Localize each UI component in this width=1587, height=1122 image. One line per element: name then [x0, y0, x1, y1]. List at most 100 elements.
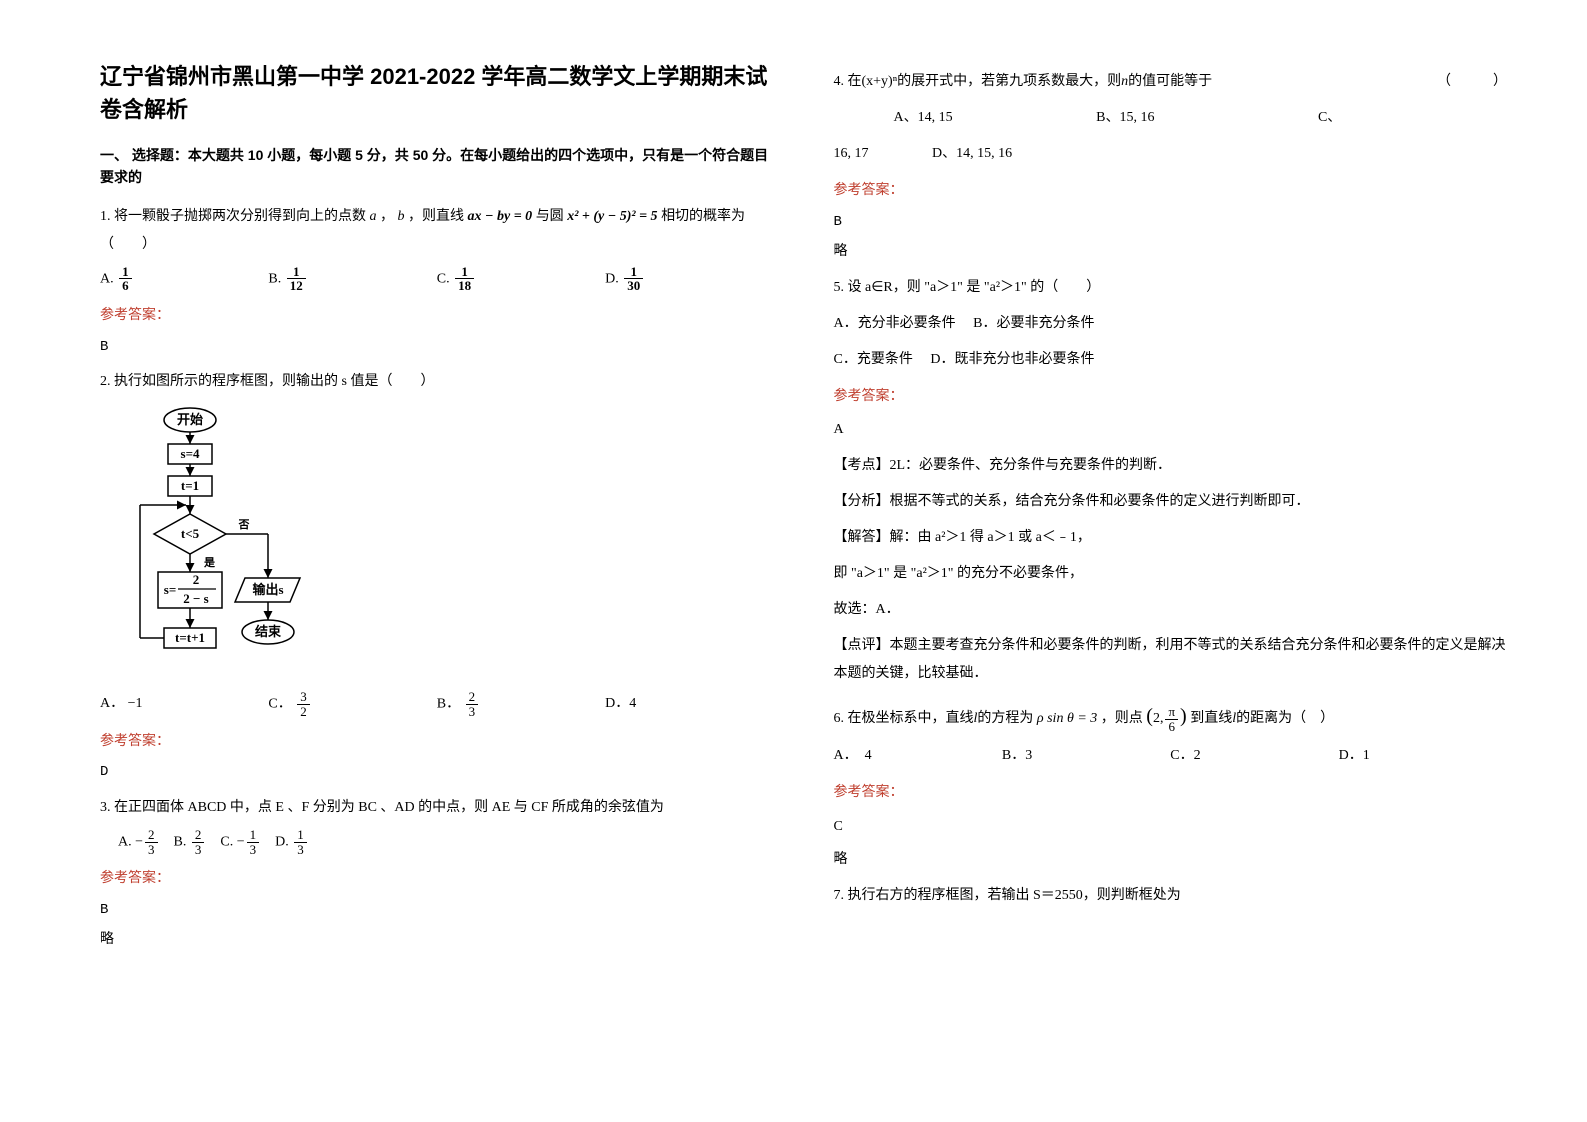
- q1-option-a: A. 1 6: [100, 265, 268, 293]
- q2-optB-frac: 2 3: [466, 690, 479, 718]
- fc-end: 结束: [255, 624, 282, 639]
- q3-optC-val: −: [237, 834, 245, 849]
- q4-options-line1: A、14, 15 B、15, 16 C、: [834, 104, 1508, 132]
- q3-stem: 3. 在正四面体 ABCD 中，点 E 、F 分别为 BC 、AD 的中点，则 …: [100, 800, 664, 815]
- q3-optB-label: B.: [174, 834, 187, 849]
- q1-optD-frac: 1 30: [624, 265, 643, 293]
- q1-option-d: D. 1 30: [605, 265, 773, 293]
- frac-den: 2: [297, 705, 310, 719]
- q1-eq2: x² + (y − 5)² = 5: [567, 209, 657, 224]
- right-column: 4. 在(x+y)ⁿ的展开式中，若第九项系数最大，则n的值可能等于 （ ） A、…: [834, 60, 1508, 958]
- q3-optB-frac: 23: [192, 828, 205, 856]
- question-3: 3. 在正四面体 ABCD 中，点 E 、F 分别为 BC 、AD 的中点，则 …: [100, 794, 774, 822]
- q2-option-a: A． −1: [100, 690, 268, 718]
- q4-paren: （ ）: [1437, 68, 1507, 96]
- q1-option-c: C. 1 18: [437, 265, 605, 293]
- q3-optD-label: D.: [275, 834, 289, 849]
- question-4: 4. 在(x+y)ⁿ的展开式中，若第九项系数最大，则n的值可能等于 （ ）: [834, 68, 1508, 96]
- q1-optB-frac: 1 12: [287, 265, 306, 293]
- fc-inc: t=t+1: [175, 630, 205, 645]
- q3-answer-label: 参考答案：: [100, 864, 774, 891]
- q6-p2: 的方程为: [977, 711, 1033, 726]
- q3-optA-label: A.: [118, 834, 132, 849]
- question-7: 7. 执行右方的程序框图，若输出 S＝2550，则判断框处为: [834, 882, 1508, 910]
- q3-optC-frac: 13: [247, 828, 260, 856]
- frac-den: 6: [1165, 720, 1178, 734]
- section-1-header: 一、 选择题：本大题共 10 小题，每小题 5 分，共 50 分。在每小题给出的…: [100, 144, 774, 189]
- frac-num: 2: [145, 828, 158, 843]
- q4-p3: 的值可能等于: [1128, 74, 1212, 89]
- q1-option-b: B. 1 12: [268, 265, 436, 293]
- q6-p1: 6. 在极坐标系中，直线: [834, 711, 974, 726]
- q5-opts-line1: A．充分非必要条件 B．必要非充分条件: [834, 310, 1508, 338]
- q6-answer-label: 参考答案：: [834, 778, 1508, 805]
- q3-optA-frac: 23: [145, 828, 158, 856]
- q2-option-c: C． 3 2: [268, 690, 436, 718]
- frac-num: 1: [119, 265, 132, 280]
- flowchart-svg: 开始 s=4 t=1 t<5 否 输出s: [130, 406, 360, 676]
- q1-options: A. 1 6 B. 1 12 C. 1 18: [100, 265, 774, 293]
- q1-optA-frac: 1 6: [119, 265, 132, 293]
- q4-answer-label: 参考答案：: [834, 176, 1508, 203]
- q2-optC-frac: 3 2: [297, 690, 310, 718]
- q3-optA-val: −: [135, 834, 143, 849]
- fc-assign-num: 2: [193, 572, 200, 587]
- question-6: 6. 在极坐标系中，直线l的方程为 ρ sin θ = 3 ，则点 (2,π6)…: [834, 696, 1508, 736]
- q2-option-b: B． 2 3: [437, 690, 605, 718]
- q1-optC-frac: 1 18: [455, 265, 474, 293]
- q4-answer: B: [834, 209, 1508, 236]
- frac-num: π: [1165, 705, 1178, 720]
- q4-note: 略: [834, 239, 1508, 266]
- q6-options: A． 4 B．3 C．2 D．1: [834, 742, 1508, 770]
- frac-num: 1: [294, 828, 307, 843]
- document-title: 辽宁省锦州市黑山第一中学 2021-2022 学年高二数学文上学期期末试卷含解析: [100, 60, 774, 126]
- q6-optA: A． 4: [834, 742, 1002, 770]
- q6-answer: C: [834, 813, 1508, 841]
- q1-answer: B: [100, 334, 774, 361]
- q2-optC-label: C．: [268, 697, 291, 712]
- fc-t: t=1: [181, 478, 199, 493]
- q4-optC: C、: [1318, 110, 1341, 125]
- q5-exp5: 故选：A．: [834, 596, 1508, 624]
- q2-optA-label: A．: [100, 696, 124, 711]
- fc-assign-lhs: s=: [164, 582, 176, 597]
- frac-num: 1: [247, 828, 260, 843]
- q1-optB-label: B.: [268, 271, 281, 286]
- q6-optD: D．1: [1339, 742, 1507, 770]
- frac-den: 3: [466, 705, 479, 719]
- left-column: 辽宁省锦州市黑山第一中学 2021-2022 学年高二数学文上学期期末试卷含解析…: [100, 60, 774, 958]
- frac-den: 3: [192, 843, 205, 857]
- q5-exp6: 【点评】本题主要考查充分条件和必要条件的判断，利用不等式的关系结合充分条件和必要…: [834, 632, 1508, 688]
- frac-den: 18: [455, 279, 474, 293]
- fc-assign-den: 2 − s: [183, 591, 208, 606]
- q1-eq1: ax − by = 0: [468, 209, 533, 224]
- flowchart-diagram: 开始 s=4 t=1 t<5 否 输出s: [130, 406, 774, 676]
- question-5: 5. 设 a∈R，则 "a＞1" 是 "a²＞1" 的（ ）: [834, 274, 1508, 302]
- q4-p1: 4. 在: [834, 74, 862, 89]
- frac-num: 3: [297, 690, 310, 705]
- frac-num: 1: [455, 265, 474, 280]
- q6-point-close: ): [1180, 705, 1187, 727]
- q6-note: 略: [834, 847, 1508, 874]
- fc-cond: t<5: [181, 526, 200, 541]
- frac-den: 6: [119, 279, 132, 293]
- q2-optA-val: −1: [128, 696, 143, 711]
- q4-optD: D、14, 15, 16: [932, 146, 1012, 161]
- frac-den: 3: [145, 843, 158, 857]
- question-1: 1. 将一颗骰子抛掷两次分别得到向上的点数 a ， b ，则直线 ax − by…: [100, 203, 774, 259]
- q4-optA: A、14, 15: [894, 110, 953, 125]
- q5-answer: A: [834, 416, 1508, 444]
- q3-answer: B: [100, 897, 774, 924]
- q6-p5: 的距离为（ ）: [1236, 711, 1334, 726]
- q5-answer-label: 参考答案：: [834, 382, 1508, 409]
- q3-optD-frac: 13: [294, 828, 307, 856]
- q6-p3: ，则点: [1101, 711, 1143, 726]
- frac-den: 3: [294, 843, 307, 857]
- frac-den: 12: [287, 279, 306, 293]
- fc-yes: 是: [203, 556, 216, 569]
- q5-exp1: 【考点】2L：必要条件、充分条件与充要条件的判断．: [834, 452, 1508, 480]
- q3-note: 略: [100, 927, 774, 954]
- q5-exp3: 【解答】解：由 a²＞1 得 a＞1 或 a＜﹣1，: [834, 524, 1508, 552]
- q4-body: 4. 在(x+y)ⁿ的展开式中，若第九项系数最大，则n的值可能等于: [834, 68, 1213, 96]
- q3-options: A. −23 B. 23 C. −13 D. 13: [100, 828, 774, 856]
